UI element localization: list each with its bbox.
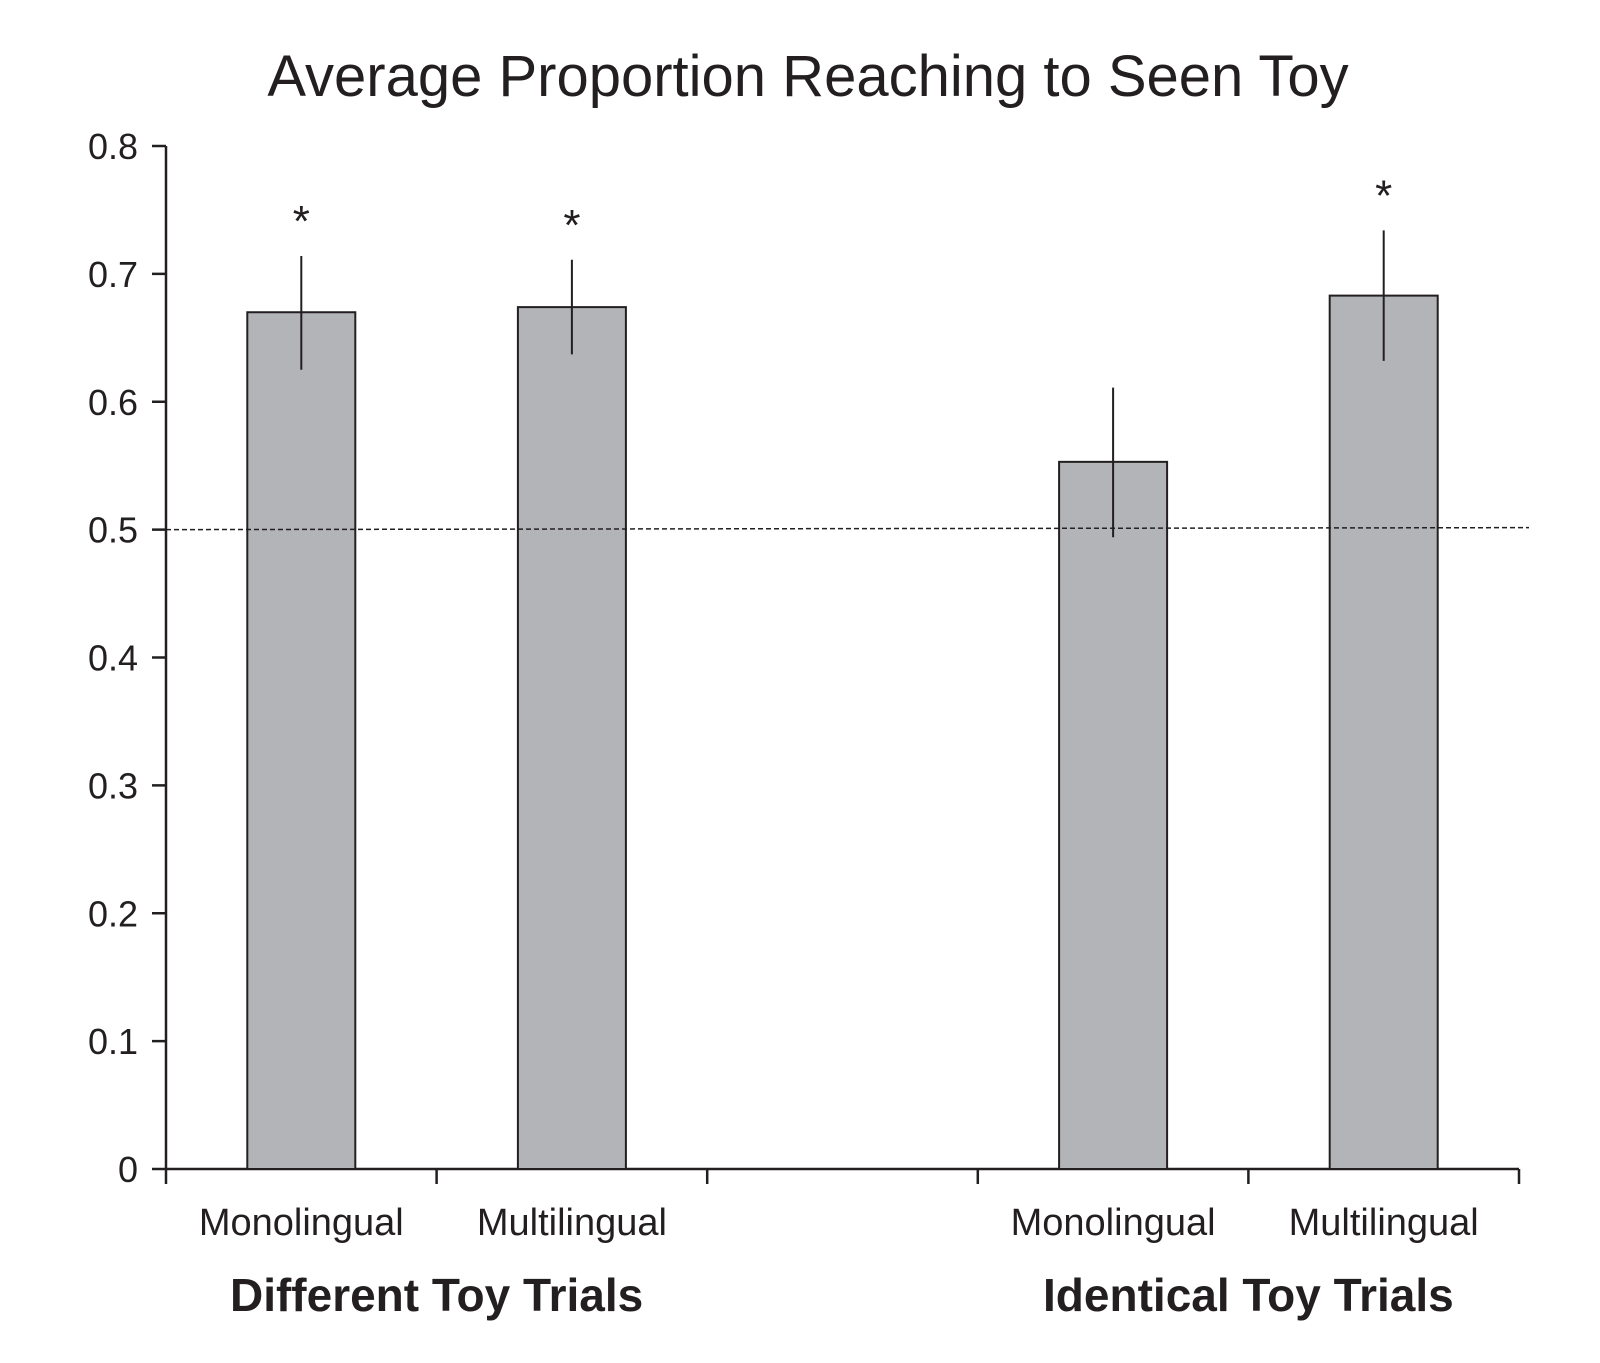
bar-multilingual-identical — [1328, 294, 1439, 1170]
group-labels: Different Toy Trials Identical Toy Trials — [230, 1269, 1454, 1321]
y-axis-ticks: 0 0.1 0.2 0.3 0.4 0.5 0.6 0.7 0.8 — [88, 126, 166, 1190]
significance-marker: * — [563, 201, 580, 250]
group-label: Identical Toy Trials — [1043, 1269, 1454, 1321]
bar-monolingual-different — [246, 311, 357, 1170]
bar-monolingual-identical — [1058, 460, 1169, 1170]
significance-markers: * * * — [293, 171, 1393, 249]
y-tick-label: 0.2 — [88, 893, 138, 934]
y-tick-label: 0.3 — [88, 765, 138, 806]
group-label: Different Toy Trials — [230, 1269, 643, 1321]
y-tick-label: 0.4 — [88, 638, 138, 679]
x-axis-ticks — [164, 1169, 1521, 1184]
significance-marker: * — [1375, 171, 1392, 220]
category-labels: Monolingual Multilingual Monolingual Multil… — [199, 1202, 1479, 1244]
y-tick-label: 0.6 — [88, 382, 138, 423]
category-label: Monolingual — [199, 1202, 404, 1244]
error-bars — [300, 230, 1385, 538]
significance-marker: * — [293, 197, 310, 246]
category-label: Multilingual — [1289, 1202, 1479, 1244]
y-tick-label: 0.1 — [88, 1021, 138, 1062]
chance-reference-line — [165, 526, 1530, 531]
bar-multilingual-different — [516, 306, 627, 1170]
category-label: Monolingual — [1011, 1202, 1216, 1244]
bar-series — [246, 294, 1439, 1170]
category-label: Multilingual — [477, 1202, 667, 1244]
y-tick-label: 0.7 — [88, 254, 138, 295]
chart-title: Average Proportion Reaching to Seen Toy — [267, 44, 1348, 109]
y-tick-label: 0.8 — [88, 126, 138, 167]
y-tick-label: 0 — [118, 1149, 138, 1190]
y-tick-label: 0.5 — [88, 510, 138, 551]
